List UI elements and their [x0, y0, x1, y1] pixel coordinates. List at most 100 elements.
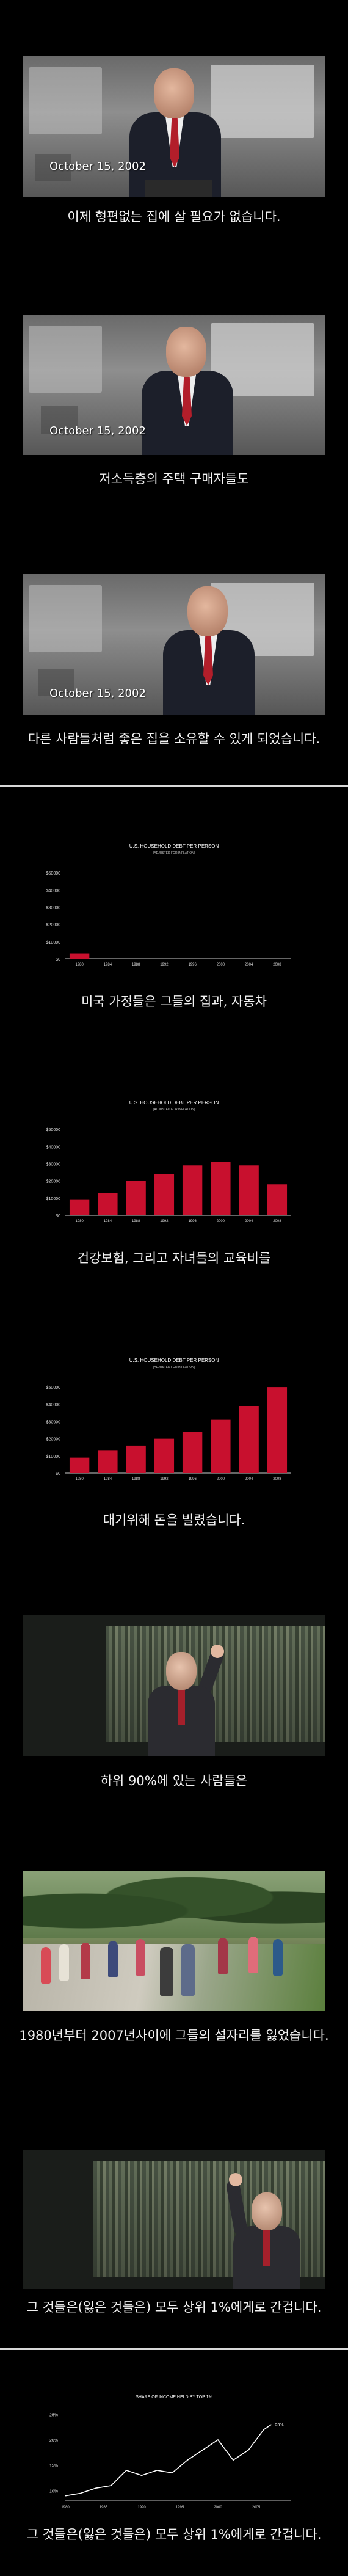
speaker [163, 586, 255, 715]
y-tick-label: $40000 [46, 1403, 60, 1407]
y-tick-label: $0 [56, 1214, 60, 1218]
y-tick-label: $0 [56, 1472, 60, 1476]
y-tick-label: $40000 [46, 889, 60, 893]
subtitle-caption: 그 것들은(잃은 것들은) 모두 상위 1%에게로 간겁니다. [26, 2300, 322, 2315]
chart-subtitle: (ADJUSTED FOR INFLATION) [153, 851, 195, 855]
x-tick-label: 2000 [214, 2506, 222, 2509]
x-tick-label: 1995 [176, 2506, 184, 2509]
video-frame-lecture-1 [23, 1615, 325, 1756]
bar-chart-svg: U.S. HOUSEHOLD DEBT PER PERSON (ADJUSTED … [46, 1100, 291, 1223]
subtitle-caption: 건강보험, 그리고 자녀들의 교육비를 [77, 1251, 271, 1265]
y-tick-label: 25% [49, 2413, 58, 2417]
x-tick-label: 2000 [217, 1477, 225, 1481]
x-tick-label: 2004 [245, 1220, 253, 1223]
y-tick-label: $0 [56, 958, 60, 962]
x-tick-label: 1992 [160, 1220, 169, 1223]
x-tick-label: 2004 [245, 1477, 253, 1481]
bar-chart-svg: U.S. HOUSEHOLD DEBT PER PERSON (ADJUSTED … [46, 1358, 291, 1481]
y-tick-label: 10% [49, 2489, 58, 2494]
bar [98, 1450, 118, 1473]
x-tick-label: 1984 [104, 963, 112, 967]
chart-title: U.S. HOUSEHOLD DEBT PER PERSON [129, 1358, 219, 1363]
bar [154, 1438, 175, 1473]
chart-subtitle: (ADJUSTED FOR INFLATION) [153, 1108, 195, 1112]
subtitle-caption: 대기위해 돈을 빌렸습니다. [103, 1513, 245, 1527]
y-tick-label: $40000 [46, 1145, 60, 1149]
chart-title: U.S. HOUSEHOLD DEBT PER PERSON [129, 1100, 219, 1105]
y-tick-label: $20000 [46, 1180, 60, 1184]
video-frame-bush-2: October 15, 2002 [23, 315, 325, 455]
y-tick-label: $10000 [46, 1455, 60, 1459]
y-tick-label: $30000 [46, 1162, 60, 1166]
bar [69, 953, 90, 959]
x-tick-label: 1996 [188, 963, 197, 967]
x-tick-label: 1992 [160, 963, 169, 967]
backdrop-banner [29, 67, 102, 134]
divider [0, 2348, 348, 2350]
x-tick-label: 1992 [160, 1477, 169, 1481]
y-tick-label: $30000 [46, 906, 60, 910]
x-tick-label: 1980 [75, 1477, 84, 1481]
subtitle-caption: 미국 가정들은 그들의 집과, 자동차 [81, 994, 267, 1009]
bar [239, 1165, 259, 1215]
y-tick-label: 20% [49, 2439, 58, 2443]
lecturer [225, 2173, 303, 2289]
chart-household-debt-2: U.S. HOUSEHOLD DEBT PER PERSON (ADJUSTED … [23, 1093, 325, 1234]
video-frame-bush-1: October 15, 2002 [23, 56, 325, 197]
subtitle-caption: 다른 사람들처럼 좋은 집을 소유할 수 있게 되었습니다. [27, 732, 321, 746]
x-tick-label: 2008 [273, 963, 281, 967]
subtitle-caption: 1980년부터 2007년사이에 그들의 설자리를 잃었습니다. [19, 2028, 329, 2043]
bar [154, 1174, 175, 1215]
chart-household-debt-3: U.S. HOUSEHOLD DEBT PER PERSON (ADJUSTED … [23, 1351, 325, 1491]
chart-subtitle: (ADJUSTED FOR INFLATION) [153, 1366, 195, 1369]
x-tick-label: 2008 [273, 1477, 281, 1481]
y-tick-label: $30000 [46, 1420, 60, 1424]
chart-title: SHARE OF INCOME HELD BY TOP 1% [136, 2395, 212, 2400]
series-line [65, 2424, 272, 2497]
chart-top-income-share: SHARE OF INCOME HELD BY TOP 1% 25% 20% 15% 1… [23, 2385, 325, 2525]
chart-household-debt-1: U.S. HOUSEHOLD DEBT PER PERSON (ADJUSTED … [23, 837, 325, 977]
y-tick-label: $10000 [46, 1197, 60, 1201]
y-tick-label: $50000 [46, 871, 60, 876]
bar [182, 1165, 203, 1215]
bar [69, 1199, 90, 1215]
end-data-label: 23% [275, 2423, 284, 2428]
x-tick-label: 1990 [137, 2506, 146, 2509]
x-tick-label: 1988 [132, 1477, 140, 1481]
y-tick-label: $50000 [46, 1386, 60, 1390]
y-tick-label: $20000 [46, 923, 60, 928]
x-tick-label: 1988 [132, 963, 140, 967]
y-tick-label: $10000 [46, 941, 60, 945]
x-tick-label: 1980 [75, 1220, 84, 1223]
bar [126, 1181, 146, 1215]
subtitle-caption: 그 것들은(잃은 것들은) 모두 상위 1%에게로 간겁니다. [26, 2527, 322, 2542]
subtitle-caption: 저소득층의 주택 구매자들도 [99, 471, 249, 486]
backdrop-banner [29, 326, 102, 393]
subtitle-caption: 이제 형편없는 집에 살 필요가 없습니다. [67, 209, 281, 224]
bar [211, 1419, 231, 1473]
x-tick-label: 1996 [188, 1477, 197, 1481]
x-tick-label: 1985 [100, 2506, 108, 2509]
lecturer [145, 1645, 225, 1756]
line-chart-svg: SHARE OF INCOME HELD BY TOP 1% 25% 20% 15% 1… [49, 2395, 291, 2509]
house-graphic [41, 406, 78, 434]
house-graphic [35, 154, 71, 181]
video-frame-park [23, 1871, 325, 2011]
bar [211, 1162, 231, 1215]
chart-title: U.S. HOUSEHOLD DEBT PER PERSON [129, 843, 219, 849]
bar [126, 1445, 146, 1473]
date-stamp: October 15, 2002 [49, 160, 146, 173]
y-tick-label: 15% [49, 2464, 58, 2469]
x-tick-label: 2008 [273, 1220, 281, 1223]
backdrop-banner [211, 65, 314, 138]
backdrop-banner [29, 585, 102, 652]
y-tick-label: $20000 [46, 1438, 60, 1442]
x-tick-label: 1980 [61, 2506, 70, 2509]
bar [267, 1387, 288, 1473]
x-tick-label: 1988 [132, 1220, 140, 1223]
subtitle-caption: 하위 90%에 있는 사람들은 [100, 1774, 248, 1788]
y-tick-label: $50000 [46, 1128, 60, 1132]
x-tick-label: 1980 [75, 963, 84, 967]
date-stamp: October 15, 2002 [49, 424, 146, 437]
